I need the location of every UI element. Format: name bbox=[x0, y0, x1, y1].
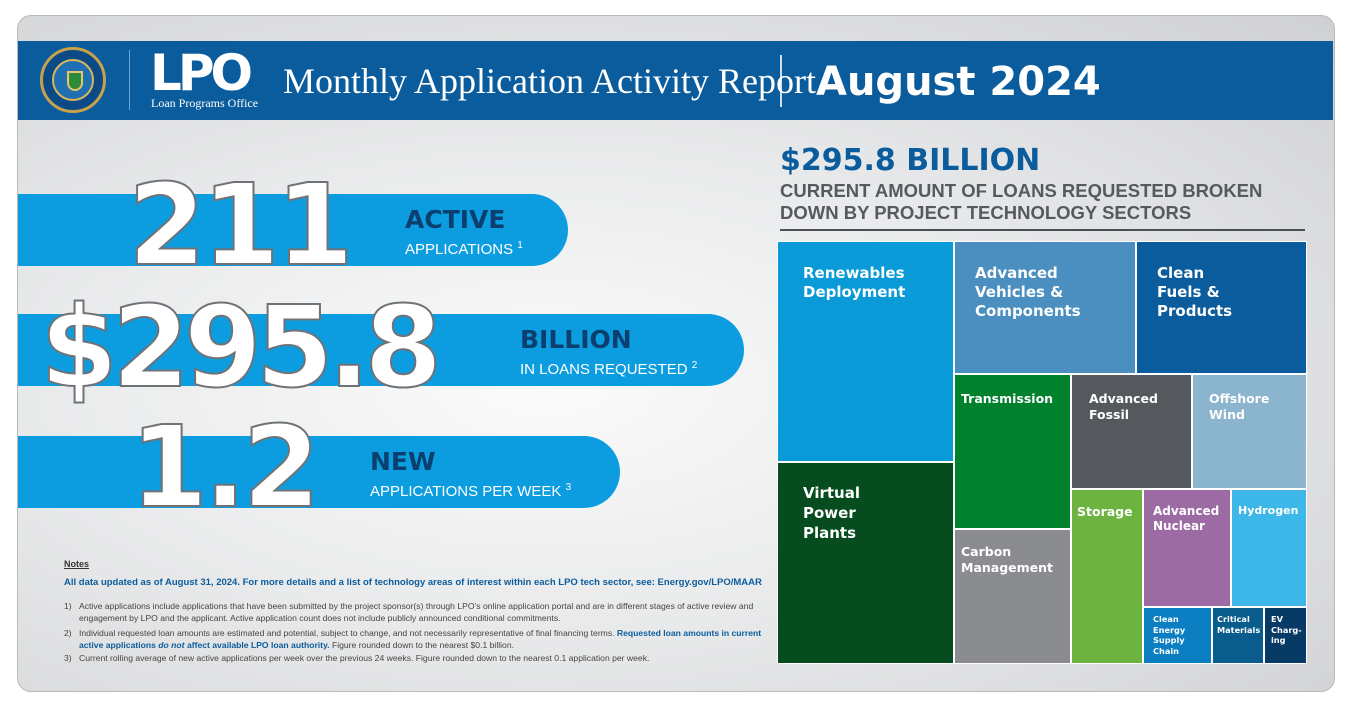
treemap-total: $295.8 BILLION bbox=[780, 143, 1041, 178]
stat-pill-billion bbox=[18, 314, 744, 386]
doe-seal-icon bbox=[40, 47, 106, 113]
stat-sublabel-new: APPLICATIONS PER WEEK 3 bbox=[370, 482, 572, 500]
stat-value-new: 1.2 bbox=[129, 403, 321, 533]
tile-advanced-vehicles: Advanced Vehicles & Components bbox=[954, 241, 1136, 374]
tile-ev-charging: EV Charg-ing bbox=[1264, 607, 1307, 664]
notes-intro: All data updated as of August 31, 2024. … bbox=[64, 577, 762, 588]
tile-hydrogen: Hydrogen bbox=[1231, 489, 1307, 607]
tile-advanced-fossil: Advanced Fossil bbox=[1071, 374, 1192, 489]
tile-virtual-power-plants: Virtual Power Plants bbox=[777, 462, 954, 664]
report-title: Monthly Application Activity Report bbox=[283, 61, 816, 101]
stat-pill-active bbox=[18, 194, 568, 266]
stat-sublabel-billion: IN LOANS REQUESTED 2 bbox=[520, 360, 698, 378]
note-1: 1) Active applications include applicati… bbox=[64, 601, 754, 623]
tile-clean-energy-supply-chain: Clean Energy Supply Chain bbox=[1143, 607, 1212, 664]
tile-renewables-deployment: Renewables Deployment bbox=[777, 241, 954, 462]
header-divider-2 bbox=[780, 55, 782, 107]
tile-carbon-management: Carbon Management bbox=[954, 529, 1071, 664]
lpo-logo-subtitle: Loan Programs Office bbox=[151, 96, 259, 110]
stat-label-active: ACTIVE bbox=[405, 205, 506, 234]
stat-sublabel-active: APPLICATIONS 1 bbox=[405, 240, 523, 258]
notes-heading: Notes bbox=[64, 559, 90, 569]
tile-clean-fuels: Clean Fuels & Products bbox=[1136, 241, 1307, 374]
stat-value-billion: $295.8 bbox=[39, 283, 443, 413]
stat-value-active: 211 bbox=[127, 161, 355, 291]
tile-offshore-wind: Offshore Wind bbox=[1192, 374, 1307, 489]
stat-label-new: NEW bbox=[370, 447, 436, 476]
treemap-rule bbox=[780, 229, 1305, 231]
treemap-subtitle: CURRENT AMOUNT OF LOANS REQUESTED BROKEN… bbox=[780, 180, 1263, 223]
stat-pill-new bbox=[18, 436, 620, 508]
header-bar bbox=[18, 41, 1333, 120]
header-divider bbox=[129, 50, 130, 110]
report-month: August 2024 bbox=[816, 59, 1101, 105]
tile-storage: Storage bbox=[1071, 489, 1143, 664]
tile-transmission: Transmission bbox=[954, 374, 1071, 529]
lpo-logo: LPO bbox=[150, 44, 253, 102]
stat-label-billion: BILLION bbox=[520, 325, 632, 354]
note-3: 3) Current rolling average of new active… bbox=[64, 653, 650, 663]
tile-critical-materials: Critical Materials bbox=[1212, 607, 1264, 664]
tile-advanced-nuclear: Advanced Nuclear bbox=[1143, 489, 1231, 607]
note-2: 2) Individual requested loan amounts are… bbox=[64, 628, 762, 650]
